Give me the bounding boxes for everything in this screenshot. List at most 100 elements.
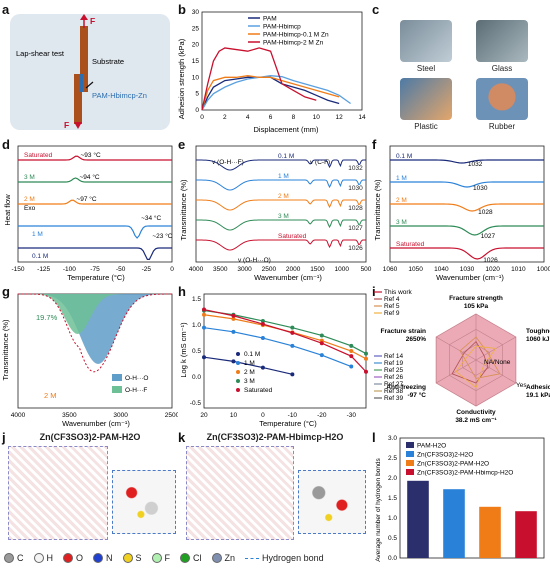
chart-l-ytick: 3.0 [388, 435, 397, 442]
chart-h-point [231, 316, 236, 321]
chart-b-legend-label: PAM-Hbimcp-0.1 M Zn [263, 32, 329, 39]
atom-f-icon [151, 553, 162, 563]
force-label-top: F [90, 16, 95, 26]
chart-f-xtick: 1000 [537, 266, 550, 273]
chart-f-peak-label: 1032 [468, 161, 483, 168]
chart-f-series-line [390, 225, 544, 236]
chart-h-point [202, 325, 206, 330]
chart-e-xtick: 1500 [310, 266, 325, 273]
chart-i-axis-label: Adhesion [526, 384, 550, 391]
chart-e-xtick: 3000 [237, 266, 252, 273]
chart-l-svg: Average number of hydrogen bonds 0.0 0.5 1… [375, 435, 545, 562]
chart-d-xtick: -25 [142, 266, 152, 273]
chart-i-na-label: NA/None [484, 359, 511, 366]
chart-g-legend-ohf: O-H···F [125, 387, 147, 394]
chart-h-xtick: 0 [261, 412, 265, 419]
chart-d-dsc: Heat flow Temperature (°C) Exo -150 -125 -… [0, 140, 178, 282]
chart-l-bar [407, 480, 429, 558]
chart-e-xtick: 4000 [189, 266, 204, 273]
panel-label-h: h [178, 284, 186, 299]
atom-legend: C H O N S F Cl Zn Hydrogen bond [4, 548, 370, 568]
chart-e-peak-label: 1026 [348, 245, 363, 252]
chart-e-series-line [195, 219, 367, 231]
chart-b-ytick: 20 [192, 42, 200, 49]
chart-e-xlabel: Wavenumber (cm⁻¹) [254, 273, 322, 282]
chart-g-area-ohf [18, 294, 172, 334]
chart-g-svg: Transmittance (%) Wavenumber (cm⁻¹) 19.7… [1, 293, 180, 428]
chart-b-xtick: 0 [200, 114, 204, 121]
chart-b-ytick: 30 [192, 9, 200, 16]
chart-b-ytick: 25 [192, 25, 200, 32]
chart-l-legend-label: Zn(CF3SO3)2-PAM-Hbimcp-H2O [417, 470, 513, 477]
photo-glass [476, 20, 528, 62]
chart-h-legend-label: 3 M [244, 378, 255, 385]
chart-i-axis-label: Conductivity [456, 409, 496, 416]
chart-b-series-line [201, 76, 340, 111]
chart-h-legend-marker [236, 352, 240, 356]
chart-h-point [202, 307, 206, 312]
chart-d-xtick: -150 [11, 266, 24, 273]
gel-pointer [85, 81, 94, 89]
chart-l-ytick: 0.5 [388, 535, 397, 542]
chart-d-series-line [18, 155, 172, 161]
chart-h-point [319, 333, 324, 338]
chart-i-legend-label: Ref 27 [384, 381, 404, 388]
panel-label-c: c [372, 2, 380, 17]
hbond-line-icon [245, 557, 260, 559]
chart-g-xlabel: Wavenumber (cm⁻¹) [62, 419, 130, 428]
chart-d-peak-label: ~97 °C [76, 195, 96, 203]
chart-e-series-label: 1 M [278, 173, 289, 180]
chart-l-legend-label: Zn(CF3SO3)2-H2O [417, 452, 473, 459]
chart-f-series-line [390, 203, 544, 212]
chart-i-axis-label: 2650% [406, 336, 426, 343]
chart-b-xtick: 14 [358, 114, 366, 121]
chart-b-xtick: 6 [269, 114, 273, 121]
atom-legend-f: F [151, 553, 170, 563]
chart-e-ylabel: Transmittance (%) [179, 179, 188, 240]
chart-i-legend-label: Ref 9 [384, 310, 400, 317]
chart-g-legend-oho: O-H···O [125, 375, 148, 382]
chart-i-ref-polygon [451, 340, 489, 384]
chart-i-spoke [436, 336, 477, 361]
chart-b-xtick: 8 [292, 114, 296, 121]
chart-i-axis-label: Fracture strain [380, 328, 426, 335]
chart-f-peak-label: 1028 [478, 209, 493, 216]
hbond-legend: Hydrogen bond [245, 553, 324, 563]
md-box-hbimcp [186, 446, 294, 540]
panel-label-g: g [2, 284, 10, 299]
chart-f-xlabel: Wavenumber (cm⁻¹) [436, 273, 504, 282]
chart-i-legend-label: Ref 19 [384, 360, 404, 367]
chart-l-legend-label: PAM-H2O [417, 443, 446, 450]
chart-f-peak-label: 1030 [473, 185, 488, 192]
chart-d-xlabel: Temperature (°C) [67, 273, 125, 282]
panel-label-l: l [372, 430, 376, 445]
chart-b-ytick: 15 [192, 58, 200, 65]
chart-i-ref-polygon [455, 345, 497, 389]
chart-e-peak-label: 1032 [348, 165, 363, 172]
chart-h-ylabel: Log k (mS cm⁻¹) [179, 322, 188, 378]
chart-e-peak-label: 1028 [348, 205, 363, 212]
chart-h-point [202, 355, 206, 360]
chart-l-ytick: 2.5 [388, 455, 397, 462]
photo-label-glass: Glass [491, 64, 513, 73]
chart-d-ylabel: Heat flow [3, 194, 12, 226]
panel-label-b: b [178, 2, 186, 17]
photo-label-steel: Steel [416, 64, 436, 73]
chart-h-xlabel: Temperature (°C) [259, 419, 317, 428]
chart-e-annot-oho: v (O-H···O) [238, 257, 271, 264]
chart-b-series-line [201, 75, 351, 111]
chart-b-xtick: 2 [223, 114, 227, 121]
chart-h-point [349, 349, 354, 353]
chart-b-legend-label: PAM-Hbimcp-2 M Zn [263, 40, 324, 47]
chart-h-point [364, 356, 368, 361]
chart-l-legend-swatch [406, 469, 414, 475]
chart-h-point [231, 313, 236, 318]
chart-h-ytick: 1.5 [192, 296, 201, 303]
chart-l-bar [515, 511, 537, 558]
chart-i-axis-label: 105 kPa [464, 303, 489, 310]
lap-shear-drawing: Lap-shear test Substrate PAM-Hbimcp-Zn F… [16, 14, 147, 130]
chart-h-ytick: 1.0 [192, 322, 201, 329]
lap-shear-title: Lap-shear test [16, 49, 65, 58]
md-snapshot-pam: Zn(CF3SO3)2-PAM-H2O [4, 432, 176, 540]
